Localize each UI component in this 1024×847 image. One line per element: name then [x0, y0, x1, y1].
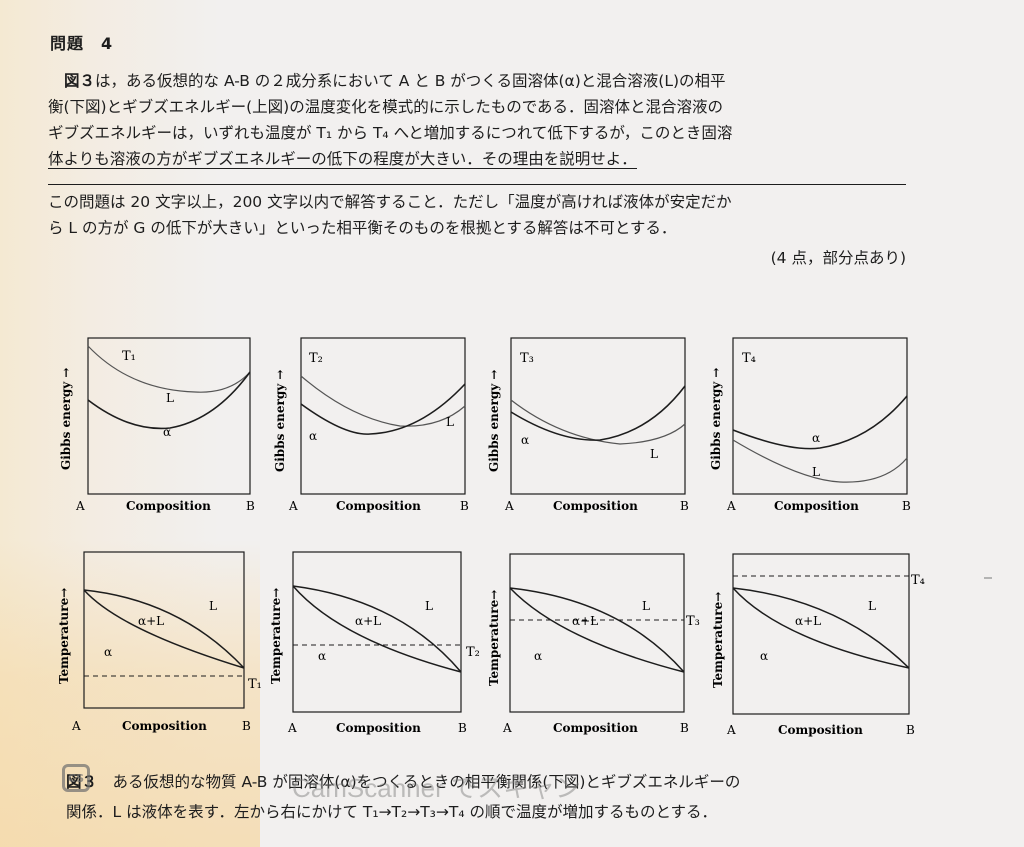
paper-shadow	[0, 540, 260, 847]
problem-line-3: ギブズエネルギーは，いずれも温度が T₁ から T₄ へと増加するにつれて低下す…	[48, 124, 733, 142]
two-phase-label: α+L	[572, 614, 598, 628]
liquid-label: L	[209, 599, 217, 613]
gibbs-panel-t3: T₃ L α A Composition B Gibbs energy →	[487, 337, 689, 513]
liquid-label: L	[446, 415, 454, 429]
axis-end-b: B	[458, 721, 467, 735]
phase-panel-t1: T₁ α+L L α A Composition B Temperature→	[57, 551, 262, 733]
problem-line-4: 体よりも溶液の方がギブズエネルギーの低下の程度が大きい．その理由を説明せよ．	[48, 150, 637, 169]
solidus-line	[292, 585, 462, 673]
axis-end-a: A	[75, 499, 85, 513]
liquid-curve	[510, 399, 686, 445]
axis-end-b: B	[242, 719, 251, 733]
axis-end-b: B	[246, 499, 255, 513]
alpha-label: α	[534, 649, 542, 663]
figure-caption-line-2: 関係．L は液体を表す．左から右にかけて T₁→T₂→T₃→T₄ の順で温度が増…	[66, 803, 718, 821]
axis-end-a: A	[504, 499, 514, 513]
axis-end-a: A	[726, 723, 736, 737]
temp-label: T₄	[742, 351, 756, 366]
temp-label: T₂	[309, 351, 323, 366]
y-axis-label: Temperature→	[711, 592, 725, 688]
alpha-label: α	[163, 425, 171, 439]
problem-line-2: 衡(下図)とギブズエネルギー(上図)の温度変化を模式的に示したものである．固溶体…	[48, 98, 724, 116]
liquid-label: L	[425, 599, 433, 613]
problem-title: 問題 4	[50, 34, 114, 53]
alpha-label: α	[760, 649, 768, 663]
phase-panel-t2: T₂ α+L L α A Composition B Temperature→	[269, 551, 480, 735]
temp-label: T₂	[466, 645, 480, 660]
liquidus-line	[509, 587, 685, 673]
liquid-curve	[732, 439, 908, 483]
axis-end-b: B	[906, 723, 915, 737]
alpha-label: α	[521, 433, 529, 447]
temp-label: T₁	[122, 349, 136, 364]
camscanner-logo-icon: CS	[62, 764, 90, 792]
y-axis-label: Temperature→	[269, 588, 283, 684]
alpha-label: α	[104, 645, 112, 659]
problem-line-5: この問題は 20 文字以上，200 文字以内で解答すること．ただし「温度が高けれ…	[48, 193, 732, 211]
x-axis-label: Composition	[778, 723, 863, 737]
phase-panel-t3: T₃ α+L L α A Composition B Temperature→	[487, 553, 700, 735]
x-axis-label: Composition	[336, 499, 421, 513]
liquid-curve	[300, 375, 466, 427]
axis-end-b: B	[460, 499, 469, 513]
temp-label: T₄	[911, 573, 925, 588]
x-axis-label: Composition	[126, 499, 211, 513]
axis-end-a: A	[71, 719, 81, 733]
liquid-curve	[87, 345, 251, 393]
alpha-curve	[87, 371, 251, 430]
solidus-line	[732, 587, 910, 669]
two-phase-label: α+L	[795, 614, 821, 628]
y-axis-label: Temperature→	[487, 590, 501, 686]
axis-end-b: B	[902, 499, 911, 513]
two-phase-label: α+L	[355, 614, 381, 628]
axis-end-a: A	[288, 499, 298, 513]
two-phase-label: α+L	[138, 614, 164, 628]
gibbs-panel-t4: T₄ α L A Composition B Gibbs energy →	[709, 337, 911, 513]
y-axis-label: Temperature→	[57, 588, 71, 684]
y-axis-label: Gibbs energy →	[709, 368, 723, 470]
alpha-label: α	[318, 649, 326, 663]
temp-label: T₃	[520, 351, 534, 366]
axis-end-b: B	[680, 499, 689, 513]
gibbs-panel-t1: T₁ L α A Composition B Gibbs energy →	[59, 337, 255, 513]
liquid-label: L	[642, 599, 650, 613]
axis-end-b: B	[680, 721, 689, 735]
x-axis-label: Composition	[122, 719, 207, 733]
alpha-label: α	[812, 431, 820, 445]
problem-line-1: 図３は，ある仮想的な A-B の２成分系において A と B がつくる固溶体(α…	[64, 72, 726, 90]
points-note: (4 点，部分点あり)	[770, 249, 906, 267]
liquid-label: L	[650, 447, 658, 461]
axis-end-a: A	[502, 721, 512, 735]
liquidus-line	[83, 589, 245, 669]
x-axis-label: Composition	[774, 499, 859, 513]
watermark: CamScanner でスキャン	[292, 773, 581, 803]
phase-panel-t4: T₄ α+L L α A Composition B Temperature→	[711, 553, 925, 737]
problem-line-6: ら L の方が G の低下が大きい」といった相平衡そのものを根拠とする解答は不可…	[48, 219, 677, 237]
temp-label: T₁	[248, 677, 262, 692]
alpha-curve	[300, 383, 466, 435]
liquidus-line	[732, 587, 910, 669]
alpha-curve	[510, 385, 686, 441]
alpha-curve	[732, 395, 908, 450]
gibbs-panel-t2: T₂ L α A Composition B Gibbs energy →	[273, 337, 469, 513]
axis-end-a: A	[726, 499, 736, 513]
x-axis-label: Composition	[553, 499, 638, 513]
liquid-label: L	[812, 465, 820, 479]
liquidus-line	[292, 585, 462, 673]
solidus-line	[509, 587, 685, 673]
alpha-label: α	[309, 429, 317, 443]
x-axis-label: Composition	[336, 721, 421, 735]
y-axis-label: Gibbs energy →	[487, 370, 501, 472]
solidus-line	[83, 589, 245, 669]
temp-label: T₃	[686, 614, 700, 629]
section-divider	[48, 184, 906, 185]
x-axis-label: Composition	[553, 721, 638, 735]
y-axis-label: Gibbs energy →	[59, 368, 73, 470]
axis-end-a: A	[287, 721, 297, 735]
liquid-label: L	[166, 391, 174, 405]
liquid-label: L	[868, 599, 876, 613]
y-axis-label: Gibbs energy →	[273, 370, 287, 472]
